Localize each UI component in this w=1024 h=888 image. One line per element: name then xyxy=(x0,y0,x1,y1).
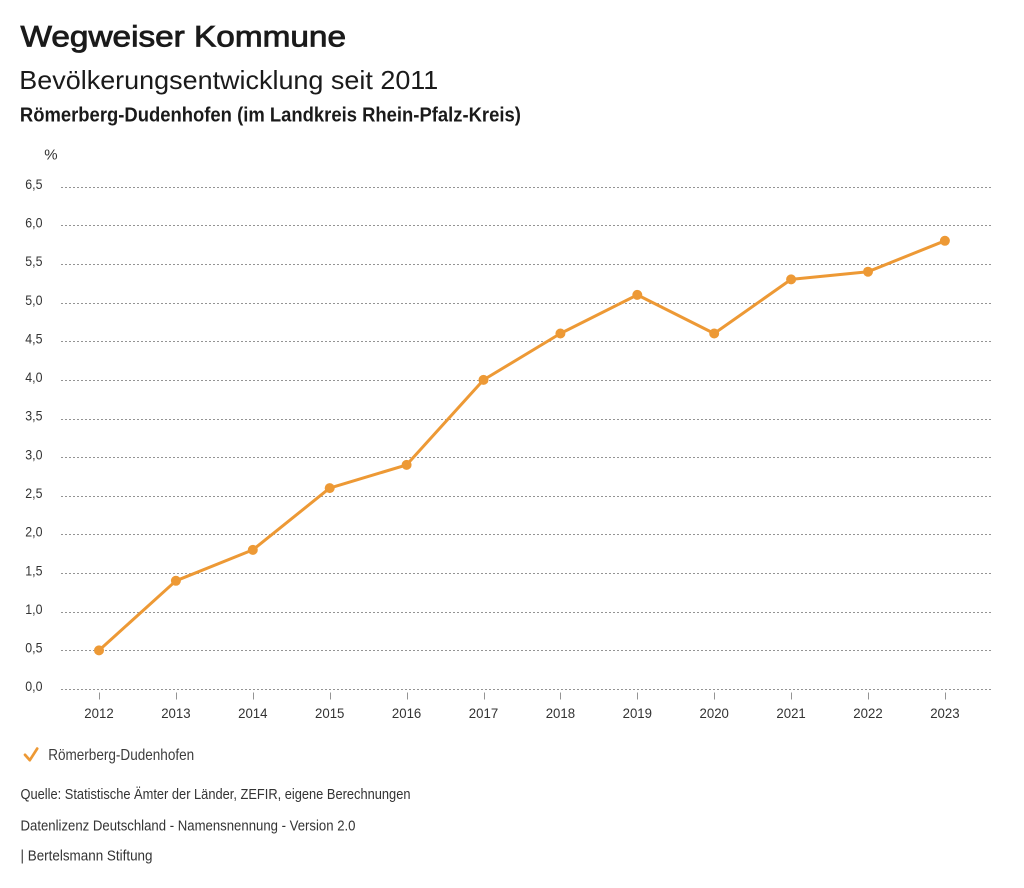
svg-text:2,0: 2,0 xyxy=(25,524,42,540)
svg-text:2014: 2014 xyxy=(238,705,268,721)
svg-text:2013: 2013 xyxy=(161,705,191,721)
svg-text:3,5: 3,5 xyxy=(25,408,42,424)
svg-text:Römerberg-Dudenhofen: Römerberg-Dudenhofen xyxy=(48,747,194,764)
svg-text:5,0: 5,0 xyxy=(25,292,42,308)
svg-text:2020: 2020 xyxy=(700,705,730,721)
svg-text:2017: 2017 xyxy=(469,705,499,721)
svg-text:4,0: 4,0 xyxy=(25,369,42,385)
svg-text:6,0: 6,0 xyxy=(25,215,42,231)
svg-text:| Bertelsmann Stiftung: | Bertelsmann Stiftung xyxy=(21,848,153,865)
svg-text:2023: 2023 xyxy=(930,705,960,721)
svg-text:2015: 2015 xyxy=(315,705,345,721)
svg-text:2016: 2016 xyxy=(392,705,422,721)
svg-text:%: % xyxy=(44,147,57,164)
svg-text:2019: 2019 xyxy=(623,705,653,721)
svg-text:Römerberg-Dudenhofen (im Landk: Römerberg-Dudenhofen (im Landkreis Rhein… xyxy=(20,105,521,127)
svg-text:2,5: 2,5 xyxy=(25,485,42,501)
svg-text:2012: 2012 xyxy=(84,705,114,721)
svg-text:1,5: 1,5 xyxy=(25,562,42,578)
svg-text:Quelle: Statistische Ämter der: Quelle: Statistische Ämter der Länder, Z… xyxy=(21,786,411,803)
svg-text:Datenlizenz Deutschland - Name: Datenlizenz Deutschland - Namensnennung … xyxy=(21,817,356,834)
svg-text:1,0: 1,0 xyxy=(25,601,42,617)
svg-text:2022: 2022 xyxy=(853,705,883,721)
svg-text:2021: 2021 xyxy=(776,705,806,721)
svg-text:0,5: 0,5 xyxy=(25,640,42,656)
svg-text:5,5: 5,5 xyxy=(25,253,42,269)
svg-text:Wegweiser Kommune: Wegweiser Kommune xyxy=(21,21,347,54)
svg-text:Bevölkerungsentwicklung seit 2: Bevölkerungsentwicklung seit 2011 xyxy=(19,65,438,95)
svg-text:0,0: 0,0 xyxy=(25,678,42,694)
svg-text:6,5: 6,5 xyxy=(25,176,42,192)
svg-text:2018: 2018 xyxy=(546,705,576,721)
svg-text:4,5: 4,5 xyxy=(25,330,42,346)
svg-text:3,0: 3,0 xyxy=(25,446,42,462)
